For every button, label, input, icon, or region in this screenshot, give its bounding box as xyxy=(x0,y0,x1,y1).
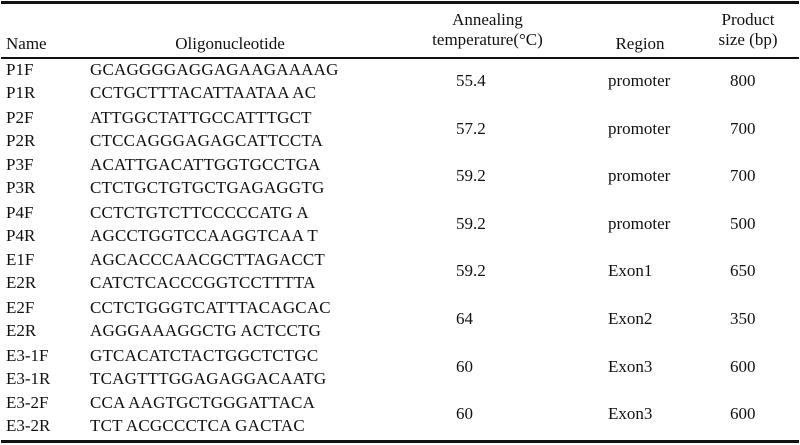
forward-sequence: CCTCTGTCTTCCCCCATG A xyxy=(90,202,309,222)
region: promoter xyxy=(608,213,671,233)
reverse-name: E3-2R xyxy=(6,416,51,436)
forward-name: E3-2F xyxy=(6,393,49,413)
forward-name: P2F xyxy=(6,107,34,127)
table-row: P3F ACATTGACATTGGTGCCTGA P3R CTCTGCTGTGC… xyxy=(0,154,800,202)
header-product-size: Product size (bp) xyxy=(700,10,796,50)
header-size-line2: size (bp) xyxy=(718,30,778,49)
header-oligonucleotide: Oligonucleotide xyxy=(175,34,285,53)
product-size: 700 xyxy=(730,118,756,138)
table-body: P1F GCAGGGGAGGAGAAGAAAAG P1R CCTGCTTTACA… xyxy=(0,59,800,440)
reverse-name: E2R xyxy=(6,320,37,340)
forward-name: P1F xyxy=(6,60,34,79)
annealing-temp: 59.2 xyxy=(456,213,486,233)
region: Exon1 xyxy=(608,261,653,281)
product-size: 800 xyxy=(730,71,756,90)
forward-sequence: ATTGGCTATTGCCATTTGCT xyxy=(90,107,312,127)
region: Exon3 xyxy=(608,404,653,424)
header-name: Name xyxy=(6,34,47,53)
table-row: E2F CCTCTGGGTCATTTACAGCAC E2R AGGGAAAGGC… xyxy=(0,297,800,345)
forward-name: P3F xyxy=(6,155,34,175)
reverse-sequence: CATCTCACCCGGTCCTTTTA xyxy=(90,273,316,293)
reverse-sequence: CCTGCTTTACATTAATAA AC xyxy=(90,83,317,102)
product-size: 650 xyxy=(730,261,756,281)
forward-sequence: GCAGGGGAGGAGAAGAAAAG xyxy=(90,60,339,79)
table-row: E3-2F CCA AAGTGCTGGGATTACA E3-2R TCT ACG… xyxy=(0,392,800,440)
annealing-temp: 59.2 xyxy=(456,166,486,186)
forward-name: P4F xyxy=(6,202,34,222)
reverse-name: P2R xyxy=(6,130,36,150)
reverse-sequence: CTCTGCTGTGCTGAGAGGTG xyxy=(90,178,325,198)
reverse-sequence: AGCCTGGTCCAAGGTCAA T xyxy=(90,225,319,245)
forward-sequence: CCA AAGTGCTGGGATTACA xyxy=(90,393,316,413)
region: Exon2 xyxy=(608,308,653,328)
product-size: 600 xyxy=(730,356,756,376)
region: Exon3 xyxy=(608,356,653,376)
table-row: E1F AGCACCCAACGCTTAGACCT E2R CATCTCACCCG… xyxy=(0,249,800,297)
annealing-temp: 59.2 xyxy=(456,261,486,281)
header-temp-line1: Annealing xyxy=(452,10,523,29)
reverse-sequence: CTCCAGGGAGAGCATTCCTA xyxy=(90,130,324,150)
table-row: P2F ATTGGCTATTGCCATTTGCT P2R CTCCAGGGAGA… xyxy=(0,107,800,155)
annealing-temp: 55.4 xyxy=(456,71,486,90)
forward-sequence: GTCACATCTACTGGCTCTGC xyxy=(90,345,319,365)
product-size: 350 xyxy=(730,308,756,328)
reverse-sequence: TCT ACGCCCTCA GACTAC xyxy=(90,416,305,436)
table-row: P4F CCTCTGTCTTCCCCCATG A P4R AGCCTGGTCCA… xyxy=(0,202,800,250)
forward-sequence: CCTCTGGGTCATTTACAGCAC xyxy=(90,297,331,317)
forward-name: E2F xyxy=(6,297,35,317)
product-size: 600 xyxy=(730,404,756,424)
annealing-temp: 57.2 xyxy=(456,118,486,138)
table-top-rule xyxy=(1,1,799,4)
forward-name: E1F xyxy=(6,250,35,270)
header-annealing-temperature: Annealing temperature(°C) xyxy=(400,10,575,50)
region: promoter xyxy=(608,71,671,90)
reverse-name: P4R xyxy=(6,225,36,245)
header-size-line1: Product xyxy=(721,10,775,29)
reverse-name: E3-1R xyxy=(6,368,51,388)
header-rule xyxy=(1,57,799,59)
header-region: Region xyxy=(615,34,665,53)
product-size: 700 xyxy=(730,166,756,186)
region: promoter xyxy=(608,118,671,138)
table-row: P1F GCAGGGGAGGAGAAGAAAAG P1R CCTGCTTTACA… xyxy=(0,59,800,107)
annealing-temp: 60 xyxy=(456,404,473,424)
forward-sequence: ACATTGACATTGGTGCCTGA xyxy=(90,155,321,175)
region: promoter xyxy=(608,166,671,186)
reverse-name: P3R xyxy=(6,178,36,198)
forward-name: E3-1F xyxy=(6,345,49,365)
product-size: 500 xyxy=(730,213,756,233)
forward-sequence: AGCACCCAACGCTTAGACCT xyxy=(90,250,325,270)
table-bottom-rule xyxy=(1,440,799,443)
annealing-temp: 60 xyxy=(456,356,473,376)
reverse-sequence: AGGGAAAGGCTG ACTCCTG xyxy=(90,320,322,340)
reverse-sequence: TCAGTTTGGAGAGGACAATG xyxy=(90,368,327,388)
reverse-name: P1R xyxy=(6,83,36,102)
header-temp-line2: temperature(°C) xyxy=(432,30,543,49)
table-row: E3-1F GTCACATCTACTGGCTCTGC E3-1R TCAGTTT… xyxy=(0,345,800,393)
annealing-temp: 64 xyxy=(456,308,473,328)
reverse-name: E2R xyxy=(6,273,37,293)
